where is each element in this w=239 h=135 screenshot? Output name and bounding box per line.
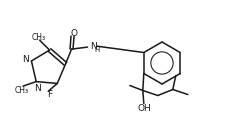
Text: CH₃: CH₃: [32, 33, 46, 42]
Text: O: O: [70, 29, 77, 38]
Text: CH₃: CH₃: [15, 86, 29, 95]
Text: N: N: [91, 42, 97, 51]
Text: F: F: [47, 90, 52, 99]
Text: H: H: [95, 47, 100, 53]
Text: OH: OH: [138, 104, 152, 113]
Text: N: N: [22, 55, 28, 65]
Text: N: N: [34, 84, 41, 93]
